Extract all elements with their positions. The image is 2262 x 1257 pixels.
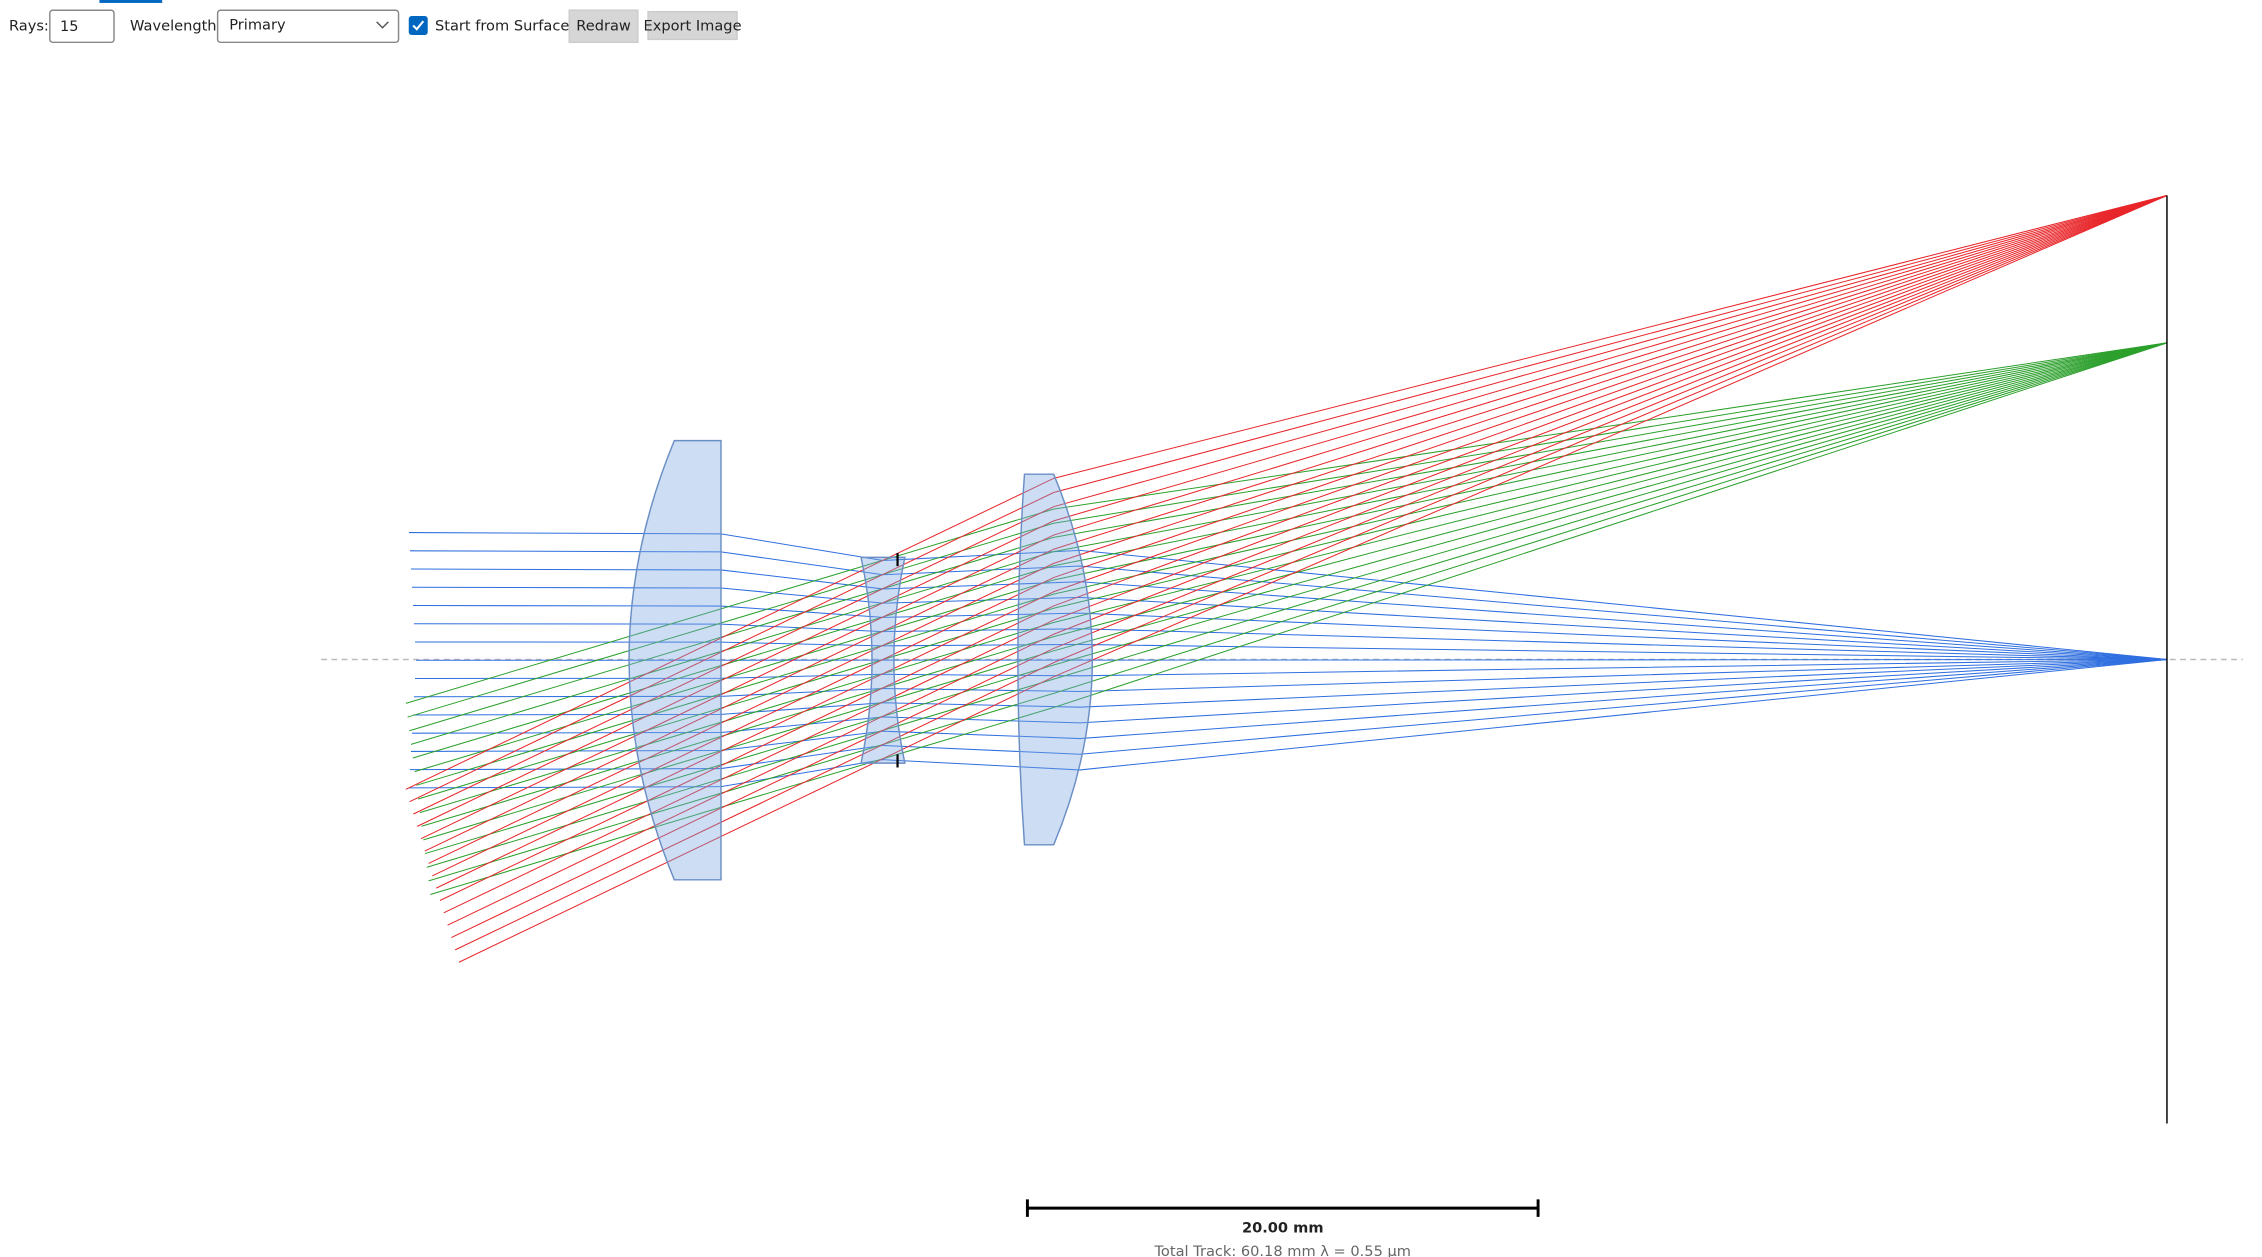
- rays-value[interactable]: 15: [60, 18, 79, 35]
- ray: [409, 195, 2168, 803]
- export-button[interactable]: [647, 10, 738, 41]
- ray: [420, 195, 2168, 840]
- rays-input[interactable]: [49, 9, 115, 44]
- ray: [413, 195, 2168, 815]
- ray: [405, 195, 2168, 790]
- lens-2: [860, 556, 906, 764]
- export-label[interactable]: Export Image: [644, 17, 742, 34]
- ray: [458, 195, 2168, 963]
- scale-label: 20.00 mm: [1242, 1220, 1324, 1237]
- ray: [423, 342, 2168, 841]
- check: [412, 20, 425, 31]
- ray: [416, 658, 2167, 661]
- ray: [415, 658, 2167, 679]
- redraw-label[interactable]: Redraw: [576, 17, 631, 34]
- ray: [443, 195, 2168, 914]
- ray: [410, 658, 2167, 752]
- ray: [405, 342, 2168, 704]
- tab-indicator: [99, 0, 163, 3]
- ray: [409, 658, 2167, 771]
- ray: [454, 195, 2168, 951]
- ray: [447, 195, 2168, 926]
- rays: [405, 195, 2168, 963]
- ray: [412, 658, 2167, 716]
- ray: [439, 195, 2168, 901]
- redraw-button[interactable]: [568, 9, 639, 44]
- ray: [451, 195, 2168, 939]
- ray: [417, 342, 2168, 800]
- ray: [430, 342, 2168, 895]
- checkbox-label[interactable]: Start from Surface 1: [435, 17, 583, 34]
- lens-3: [1017, 473, 1094, 846]
- ray: [428, 342, 2168, 882]
- ray: [407, 342, 2168, 718]
- chevron: [376, 21, 389, 29]
- checkbox[interactable]: [408, 16, 428, 36]
- ray: [428, 195, 2168, 864]
- ray: [426, 342, 2168, 868]
- ray: [411, 658, 2167, 734]
- wavelength-value[interactable]: Primary: [229, 17, 286, 34]
- summary: Total Track: 60.18 mm λ = 0.55 µm: [1154, 1243, 1411, 1257]
- wavelength-label: Wavelength:: [130, 17, 221, 34]
- ray: [409, 342, 2168, 732]
- ray: [432, 195, 2168, 877]
- rays-label: Rays:: [9, 17, 49, 34]
- ray: [424, 342, 2168, 855]
- ray: [435, 195, 2168, 889]
- ray: [421, 342, 2168, 827]
- lens-1: [628, 439, 722, 881]
- wavelength-select[interactable]: [216, 9, 400, 44]
- ray: [419, 342, 2168, 814]
- ray: [416, 195, 2168, 827]
- ray: [424, 195, 2168, 852]
